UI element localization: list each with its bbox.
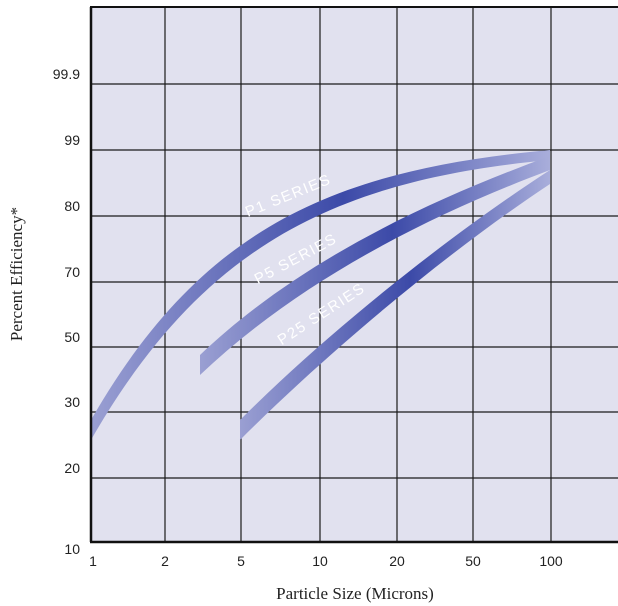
p5-series-band	[200, 156, 550, 375]
y-tick-label: 20	[64, 460, 80, 476]
x-tick-label: 10	[312, 553, 328, 569]
y-tick-label: 10	[64, 541, 80, 557]
y-tick-label: 80	[64, 198, 80, 214]
x-tick-label: 100	[539, 553, 563, 569]
grid	[91, 7, 618, 542]
y-tick-label: 99.9	[53, 66, 80, 82]
plot-area	[91, 7, 618, 542]
p25-series-band-shape	[240, 170, 550, 440]
x-axis-title: Particle Size (Microns)	[276, 584, 434, 603]
x-tick-label: 2	[161, 553, 169, 569]
x-tick-label: 5	[237, 553, 245, 569]
p5-series-band-shape	[200, 156, 550, 375]
y-tick-label: 99	[64, 132, 80, 148]
y-tick-label: 70	[64, 264, 80, 280]
x-tick-labels: 1 2 5 10 20 50 100	[89, 553, 563, 569]
y-tick-label: 50	[64, 329, 80, 345]
p1-series-band-shape	[91, 150, 550, 440]
p1-series-band	[91, 150, 550, 440]
x-tick-label: 20	[389, 553, 405, 569]
y-tick-label: 30	[64, 394, 80, 410]
y-tick-labels: 10 20 30 50 70 80 99 99.9	[53, 66, 80, 557]
p25-series-band	[240, 170, 550, 440]
y-axis-title: Percent Efficiency*	[7, 207, 26, 341]
x-tick-label: 50	[465, 553, 481, 569]
x-tick-label: 1	[89, 553, 97, 569]
